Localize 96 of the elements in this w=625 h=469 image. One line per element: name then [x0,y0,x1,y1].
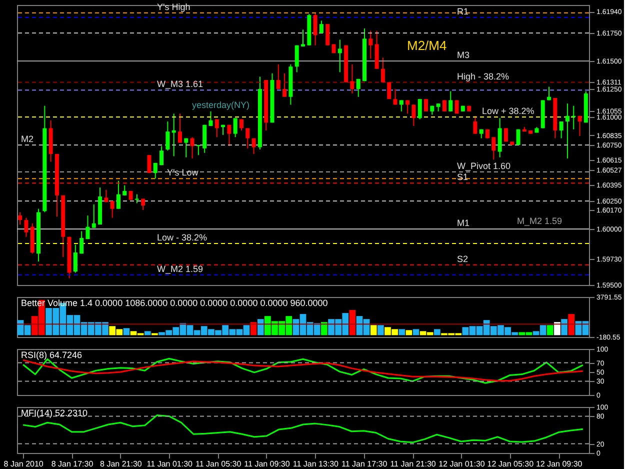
chart-title: RSI(8) 64.7246 [21,350,82,360]
candlestick [418,98,422,120]
bar [568,314,575,336]
ref-line-label: M2 [21,134,34,144]
candlestick [442,100,446,112]
candlestick [92,204,96,228]
bar [144,331,151,336]
candlestick [110,200,114,218]
candlestick [565,103,570,159]
candlestick [160,146,164,166]
candlestick [338,39,342,73]
candlestick [233,118,238,138]
candlestick [104,189,108,203]
candlestick [393,88,398,106]
candlestick [406,100,410,114]
bar [398,329,406,336]
candlestick [178,113,182,144]
candlestick [578,115,582,137]
candlestick [276,64,280,90]
bar [370,325,377,336]
candlestick [24,217,28,238]
candlestick [399,100,404,112]
annotation: M2/M4 [407,38,447,53]
candlestick [350,64,354,94]
bar [412,329,420,336]
candlestick [239,118,244,131]
x-tick-label: 8 Jan 21:30 [100,460,142,468]
candlestick [208,110,213,126]
candlestick [473,115,478,134]
x-tick-label: 11 Jan 01:30 [146,460,194,468]
candlestick [202,124,207,154]
bar [561,319,568,336]
candlestick [190,136,194,159]
x-tick-label: 11 Jan 17:30 [342,460,388,468]
annotation: yesterday(NY) [192,100,250,110]
ref-line-label: R1 [457,6,469,16]
bar [257,319,264,336]
candlestick [153,162,158,180]
ref-line-label: M1 [457,218,470,228]
candlestick [282,72,287,98]
ref-line-label: W_Pivot 1.60 [457,160,511,171]
bar [406,330,412,336]
ref-line-label: S1 [457,172,468,182]
annotation: M_M2 1.59 [517,216,562,226]
candlestick [214,118,219,138]
bar [123,328,130,336]
chart-title: MFI(14) 52.2310 [21,408,88,418]
ref-line-label: Low + 38.2% [482,106,534,116]
candlestick [116,180,120,210]
bar [554,322,560,336]
candlestick [301,29,305,47]
x-tick-label: 11 Jan 21:30 [390,460,436,468]
ref-line-label: M3 [457,50,470,60]
candlestick [86,215,90,240]
ref-line-label: Low - 38.2% [157,232,208,243]
bar [378,325,384,336]
bar [434,329,440,336]
candlestick [80,230,84,254]
ref-line-label: W_M2 1.59 [157,264,204,274]
bar [349,310,356,336]
x-tick-label: 11 Jan 09:30 [244,460,290,468]
candlestick [448,90,453,112]
x-tick-label: 12 Jan 01:30 [438,460,486,468]
candlestick [504,128,508,142]
x-tick-label: 11 Jan 13:30 [292,460,340,468]
candlestick [326,24,330,46]
candlestick [498,118,502,158]
candlestick [294,44,299,73]
candlestick [18,212,22,226]
x-tick-label: 12 Jan 09:30 [536,460,583,468]
candlestick [368,30,373,60]
candlestick [319,20,324,34]
candlestick [412,104,416,126]
candlestick [252,138,256,154]
candlestick [166,120,170,152]
ref-line-label: S2 [457,254,468,264]
candlestick [380,57,385,83]
candlestick [122,184,127,196]
candlestick [559,120,564,139]
x-tick-label: 8 Jan 17:30 [51,460,94,468]
candlestick [356,78,360,98]
ref-line-label: Y's Low [167,168,199,178]
bar [546,325,554,336]
x-tick-label: 11 Jan 05:30 [195,460,242,468]
candlestick [246,128,250,149]
x-tick-label: 8 Jan 2010 [4,460,44,468]
bar [321,322,328,336]
candlestick [492,136,496,160]
candlestick [184,138,188,158]
candlestick [147,154,152,174]
x-tick-label: 12 Jan 05:30 [487,460,534,468]
candlestick [454,100,459,114]
ref-line-label: High - 38.2% [457,71,510,82]
candlestick [313,12,318,46]
candlestick [73,244,78,274]
candlestick [227,124,232,147]
